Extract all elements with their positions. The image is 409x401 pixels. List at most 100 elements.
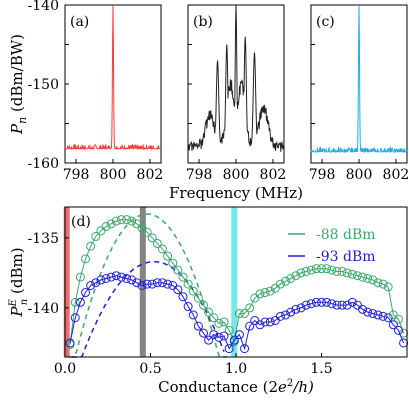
data-point-blue	[347, 297, 357, 307]
data-point-blue	[132, 278, 142, 288]
data-point-blue	[106, 272, 116, 282]
fit-curve-blue	[71, 260, 225, 358]
data-point-blue	[327, 299, 337, 309]
conductance-axis-label-end: /h)	[291, 378, 314, 396]
bottom-y-axis-label-p: P	[8, 306, 26, 318]
data-point-blue	[281, 310, 291, 320]
data-point-green	[157, 244, 167, 254]
data-point-blue	[183, 302, 193, 312]
data-point-blue	[224, 344, 234, 354]
data-point-green	[347, 269, 357, 279]
data-point-blue	[317, 297, 326, 307]
panel-b: 798 800 802 (b)	[186, 4, 286, 183]
data-point-green	[81, 254, 91, 264]
bottom-y-axis-label-unit: (dBm)	[8, 247, 26, 298]
top-y-tick--160: -160	[28, 156, 59, 172]
data-point-blue	[86, 281, 96, 291]
data-point-blue	[65, 338, 75, 348]
data-point-green	[111, 216, 121, 226]
data-point-green	[234, 309, 244, 319]
bottom-y-axis-label-sup: E	[8, 299, 19, 308]
top-y-axis-label: Pn (dBm/BW)	[8, 34, 29, 135]
panel-c: 798 800 802 (c)	[309, 4, 409, 183]
data-point-blue	[142, 279, 152, 289]
panel-d-fit-curves	[68, 213, 228, 358]
data-point-green	[383, 282, 393, 292]
data-point-green	[260, 288, 270, 298]
data-point-green	[265, 286, 275, 296]
data-point-blue	[265, 317, 275, 327]
data-point-blue	[275, 311, 285, 321]
data-point-blue	[229, 335, 239, 345]
panel-d-y-tick-label: -140	[28, 301, 59, 317]
vertical-marker-marker_cyan	[231, 207, 238, 357]
data-point-green	[183, 279, 193, 289]
data-point-blue	[322, 297, 332, 307]
panel-c-spectrum-line	[310, 4, 408, 154]
data-point-blue	[301, 300, 311, 310]
data-point-green	[219, 317, 229, 327]
top-y-axis-label-p: P	[8, 123, 26, 135]
panel-c-x-tick-label: 802	[383, 167, 409, 183]
data-point-green	[296, 268, 306, 278]
data-point-green	[352, 271, 362, 281]
data-point-blue	[358, 304, 368, 314]
data-point-green	[188, 286, 198, 296]
data-point-green	[163, 251, 173, 261]
data-point-green	[178, 272, 188, 282]
panel-b-x-tick-label: 798	[186, 167, 213, 183]
panel-d-x-tick-label: 1.0	[225, 361, 247, 377]
data-point-green	[106, 219, 116, 229]
data-point-blue	[219, 331, 229, 341]
data-point-green	[327, 265, 337, 275]
panel-a-x-tick-label: 798	[63, 167, 90, 183]
data-point-green	[101, 222, 111, 232]
panel-c-x-tick-label: 798	[309, 167, 336, 183]
data-point-blue	[373, 310, 383, 320]
data-point-blue	[260, 317, 270, 327]
conductance-axis-label-e: e	[278, 378, 287, 396]
data-point-green	[317, 264, 326, 274]
data-point-green	[286, 273, 296, 283]
top-y-tick--150: -150	[28, 77, 59, 93]
panel-a-x-tick-label: 800	[100, 167, 127, 183]
data-point-blue	[157, 278, 167, 288]
data-point-green	[322, 264, 332, 274]
conductance-axis-label: Conductance (2e2/h)	[158, 378, 314, 396]
data-point-blue	[342, 300, 352, 310]
data-point-blue	[311, 297, 321, 307]
panel-c-label: (c)	[316, 14, 335, 30]
data-point-green	[363, 273, 373, 283]
data-point-green	[127, 216, 137, 226]
data-point-blue	[75, 297, 85, 307]
data-point-green	[291, 271, 301, 281]
bottom-y-axis-label-sub: n	[19, 299, 30, 305]
data-point-green	[204, 307, 214, 317]
conductance-axis-label-sup: 2	[287, 378, 293, 389]
data-point-green	[173, 265, 183, 275]
legend-label-blue: -93 dBm	[316, 249, 376, 265]
data-point-blue	[188, 310, 198, 320]
data-point-green	[332, 266, 342, 276]
data-point-blue	[70, 313, 80, 323]
data-point-blue	[296, 303, 306, 313]
data-point-green	[193, 293, 203, 303]
vertical-marker-marker_red	[63, 207, 70, 357]
panel-d: 0.0 0.5 1.0 1.5 -135 -140 (d) -88 dBm -93 dBm	[28, 206, 409, 377]
fit-curve-green	[68, 213, 228, 358]
data-point-blue	[152, 278, 162, 288]
top-y-axis-label-unit: (dBm/BW)	[8, 34, 26, 117]
data-point-blue	[332, 300, 342, 310]
data-point-blue	[137, 281, 147, 291]
data-point-blue	[101, 273, 111, 283]
data-point-blue	[388, 320, 398, 330]
data-point-blue	[111, 271, 121, 281]
panel-a-x-tick-label: 802	[137, 167, 164, 183]
data-point-green	[306, 265, 316, 275]
frequency-axis-label: Frequency (MHz)	[169, 184, 303, 202]
panel-a: 798 800 802 (a)	[63, 4, 164, 183]
data-point-green	[393, 314, 403, 324]
data-point-blue	[96, 275, 106, 285]
panel-d-y-tick-label: -135	[28, 231, 59, 247]
